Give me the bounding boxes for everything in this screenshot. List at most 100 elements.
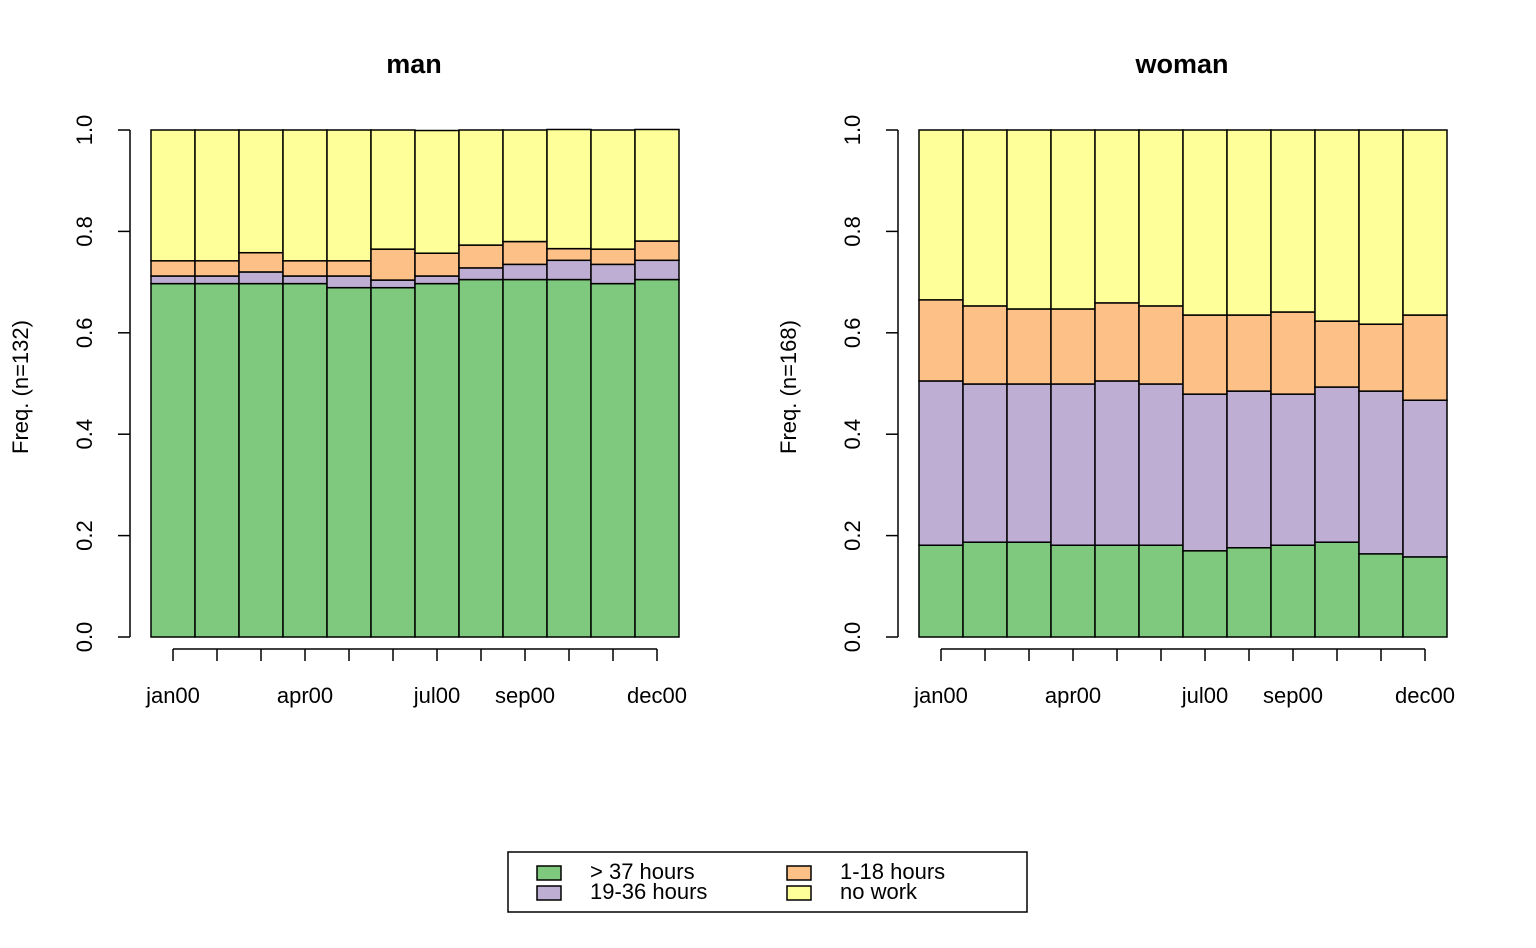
bar-segment <box>1094 544 1140 638</box>
bar-segment <box>918 299 964 382</box>
bar-segment <box>1182 550 1228 638</box>
x-tick-label: jan00 <box>913 683 968 708</box>
bar-segment <box>1138 544 1184 638</box>
bar-segment <box>962 541 1008 638</box>
legend-label: 19-36 hours <box>590 879 707 904</box>
bar-segment <box>634 240 680 262</box>
bar-segment <box>1358 390 1404 555</box>
y-tick-label: 0.2 <box>840 520 865 551</box>
bar-segment <box>282 275 328 285</box>
bar-segment <box>150 260 196 277</box>
bar-segment <box>502 263 548 281</box>
bar-segment <box>918 129 964 301</box>
y-axis-label: Freq. (n=132) <box>8 320 33 454</box>
bar-segment <box>1006 129 1052 310</box>
bar-segment <box>1226 390 1272 549</box>
bar-segment <box>1402 399 1448 558</box>
bar-segment <box>1050 129 1096 310</box>
x-tick-label: dec00 <box>1395 683 1455 708</box>
x-tick-label: jul00 <box>413 683 460 708</box>
legend-swatch <box>786 865 812 881</box>
bar-segment <box>1182 314 1228 395</box>
bar-segment <box>1050 308 1096 385</box>
bar-segment <box>1006 383 1052 543</box>
bar-segment <box>238 271 284 285</box>
bar-segment <box>238 129 284 254</box>
bar-segment <box>414 252 460 277</box>
bar-segment <box>962 129 1008 307</box>
y-tick-label: 0.4 <box>72 419 97 450</box>
bar-segment <box>1138 129 1184 307</box>
bar-segment <box>326 286 372 638</box>
y-tick-label: 1.0 <box>840 115 865 146</box>
bar-segment <box>546 278 592 638</box>
y-tick-label: 1.0 <box>72 115 97 146</box>
bar-segment <box>502 278 548 638</box>
bar-segment <box>370 248 416 281</box>
y-tick-label: 0.0 <box>72 622 97 653</box>
bar-segment <box>1314 386 1360 543</box>
bar-segment <box>370 279 416 289</box>
bar-segment <box>1050 544 1096 638</box>
bar-segment <box>1314 129 1360 322</box>
x-tick-label: apr00 <box>1045 683 1101 708</box>
legend-label: no work <box>840 879 918 904</box>
bar-segment <box>1182 393 1228 552</box>
bar-segment <box>1402 556 1448 638</box>
bar-segment <box>1182 129 1228 316</box>
legend-label: > 37 hours <box>590 859 695 884</box>
bar-segment <box>634 278 680 638</box>
bar-segment <box>1050 383 1096 546</box>
bar-segment <box>150 282 196 638</box>
bar-segment <box>1314 320 1360 388</box>
bar-segment <box>326 260 372 277</box>
legend-swatch <box>536 885 562 901</box>
y-tick-label: 0.6 <box>72 318 97 349</box>
bar-segment <box>458 278 504 638</box>
bar-segment <box>1270 129 1316 313</box>
bar-segment <box>458 267 504 281</box>
bar-segment <box>962 305 1008 385</box>
bar-segment <box>150 129 196 262</box>
bar-segment <box>1006 308 1052 385</box>
bar-segment <box>282 129 328 262</box>
bar-segment <box>1226 129 1272 316</box>
x-tick-label: apr00 <box>277 683 333 708</box>
bar-segment <box>634 128 680 242</box>
bar-segment <box>238 251 284 273</box>
bar-segment <box>918 544 964 638</box>
bar-segment <box>150 275 196 285</box>
bar-segment <box>194 275 240 285</box>
bar-segment <box>502 240 548 266</box>
y-tick-label: 0.0 <box>840 622 865 653</box>
bar-segment <box>326 129 372 262</box>
bar-segment <box>590 248 636 266</box>
chart-title: woman <box>1134 49 1228 79</box>
bar-segment <box>1402 314 1448 401</box>
bar-segment <box>458 244 504 269</box>
bar-segment <box>1094 380 1140 546</box>
y-tick-label: 0.2 <box>72 520 97 551</box>
x-tick-label: jul00 <box>1181 683 1228 708</box>
bar-segment <box>1094 129 1140 304</box>
bar-segment <box>1358 553 1404 638</box>
bar-segment <box>1226 547 1272 638</box>
legend-label: 1-18 hours <box>840 859 945 884</box>
bar-segment <box>1402 129 1448 316</box>
bar-segment <box>1270 311 1316 395</box>
bar-segment <box>1314 541 1360 638</box>
x-tick-label: jan00 <box>145 683 200 708</box>
bar-segment <box>414 129 460 254</box>
bar-segment <box>634 259 680 281</box>
y-tick-label: 0.4 <box>840 419 865 450</box>
bar-segment <box>282 260 328 277</box>
bar-segment <box>590 129 636 250</box>
x-tick-label: sep00 <box>1263 683 1323 708</box>
bar-segment <box>238 282 284 638</box>
bar-segment <box>414 282 460 638</box>
y-tick-label: 0.8 <box>72 216 97 247</box>
bar-segment <box>590 282 636 638</box>
bar-segment <box>1138 305 1184 385</box>
bar-segment <box>458 129 504 246</box>
bar-segment <box>326 275 372 289</box>
